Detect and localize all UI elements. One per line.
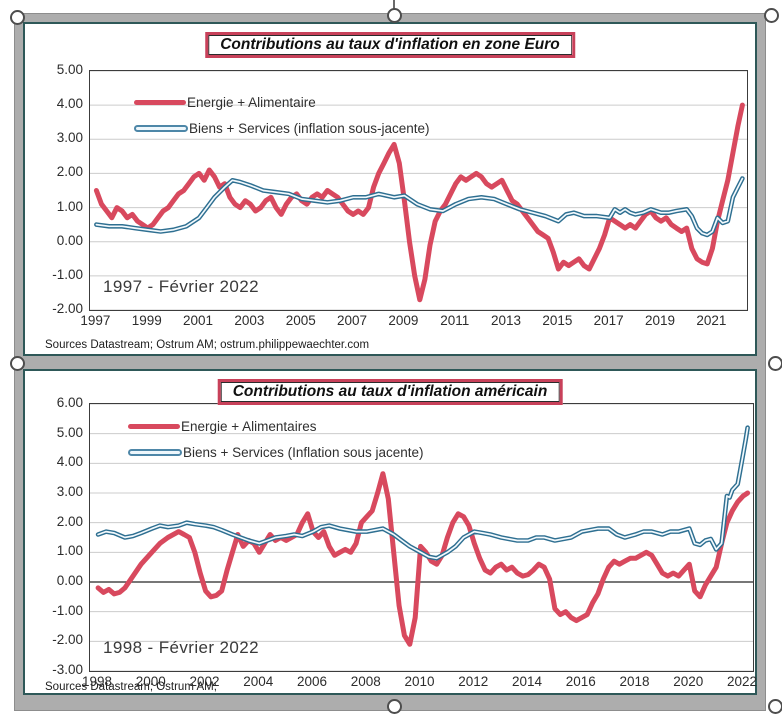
y-axis-tick-label: 1.00 (56, 198, 83, 214)
y-axis-tick-label: -3.00 (52, 662, 83, 677)
selection-handle-bottom-center[interactable] (386, 698, 402, 714)
y-axis-tick-label: -2.00 (52, 301, 83, 316)
picture-selection-frame[interactable]: Contributions au taux d'inflation en zon… (14, 13, 766, 711)
x-axis-tick-label: 2006 (297, 674, 328, 689)
y-axis-tick-label: -2.00 (52, 632, 83, 648)
legend-item-biens-services: Biens + Services (inflation sous-jacente… (134, 117, 430, 139)
legend-label: Biens + Services (inflation sous-jacente… (189, 120, 430, 136)
selection-handle-middle-right[interactable] (767, 355, 782, 371)
y-axis-tick-label: 0.00 (56, 232, 83, 248)
chart-title-us-text: Contributions au taux d'inflation améric… (232, 383, 548, 400)
chart-panel-us[interactable]: Contributions au taux d'inflation améric… (23, 369, 757, 695)
sources-label-euro: Sources Datastream; Ostrum AM; ostrum.ph… (45, 339, 370, 351)
legend-euro: Energie + Alimentaire Biens + Services (… (134, 91, 430, 143)
chart-title-us: Contributions au taux d'inflation améric… (217, 379, 563, 405)
y-axis-tick-label: 2.00 (56, 513, 83, 529)
x-axis-tick-label: 2008 (350, 674, 381, 689)
legend-label: Biens + Services (Inflation sous jacente… (183, 444, 424, 460)
y-axis-tick-label: -1.00 (52, 266, 83, 282)
red-line-swatch-icon (134, 99, 186, 105)
x-axis-tick-label: 2011 (440, 313, 470, 328)
y-axis-tick-label: 5.00 (56, 62, 83, 77)
x-axis-tick-label: 2009 (388, 313, 419, 328)
chart-title-euro-text: Contributions au taux d'inflation en zon… (220, 36, 560, 53)
chart-svg (90, 71, 747, 310)
x-axis-tick-label: 2016 (565, 674, 596, 689)
selection-handle-top-left[interactable] (9, 9, 25, 25)
legend-item-energie: Energie + Alimentaires (128, 415, 424, 437)
x-axis-tick-label: 2001 (183, 313, 214, 328)
chart-panel-euro[interactable]: Contributions au taux d'inflation en zon… (23, 22, 757, 356)
sources-label-us: Sources Datastream; Ostrum AM; (45, 681, 217, 693)
x-axis-tick-label: 2018 (619, 674, 650, 689)
y-axis-tick-label: 6.00 (56, 395, 83, 410)
y-axis-tick-label: 4.00 (56, 96, 83, 112)
x-axis-tick-label: 2021 (696, 313, 727, 328)
period-label-euro: 1997 - Février 2022 (103, 277, 259, 296)
x-axis-tick-label: 2007 (337, 313, 368, 328)
x-axis-tick-label: 2022 (727, 674, 758, 689)
y-axis-tick-label: 0.00 (56, 573, 83, 588)
legend-item-energie: Energie + Alimentaire (134, 91, 430, 113)
x-axis-tick-label: 2017 (593, 313, 624, 328)
x-axis-tick-label: 2020 (673, 674, 704, 689)
x-axis-tick-label: 1999 (131, 313, 162, 328)
x-axis-tick-label: 2004 (243, 674, 274, 689)
x-axis-tick-label: 2000 (135, 674, 166, 689)
plot-area-us: Energie + Alimentaires Biens + Services … (89, 403, 754, 672)
x-axis-tick-label: 2012 (458, 674, 489, 689)
x-axis-tick-label: 1997 (80, 313, 111, 328)
x-axis-tick-label: 2005 (285, 313, 316, 328)
legend-label: Energie + Alimentaire (187, 94, 316, 110)
y-axis-tick-label: -1.00 (52, 602, 83, 618)
rotation-handle-stem (393, 0, 395, 9)
x-axis-tick-label: 2014 (512, 674, 543, 689)
legend-item-biens-services: Biens + Services (Inflation sous jacente… (128, 441, 424, 463)
y-axis-tick-label: 3.00 (56, 484, 83, 499)
blue-line-swatch-icon (128, 448, 182, 456)
period-label-us: 1998 - Février 2022 (103, 638, 259, 657)
y-axis-tick-label: 3.00 (56, 130, 83, 146)
x-axis-tick-label: 2002 (189, 674, 220, 689)
x-axis-tick-label: 2015 (542, 313, 573, 328)
chart-title-euro: Contributions au taux d'inflation en zon… (205, 32, 575, 58)
selection-handle-bottom-right[interactable] (767, 698, 782, 714)
x-axis-tick-label: 2010 (404, 674, 435, 689)
plot-area-euro: Energie + Alimentaire Biens + Services (… (89, 70, 748, 311)
y-axis-tick-label: 4.00 (56, 454, 83, 470)
x-axis-tick-label: 1998 (82, 674, 113, 689)
x-axis-tick-label: 2003 (234, 313, 265, 328)
x-axis-tick-label: 2013 (491, 313, 522, 328)
legend-us: Energie + Alimentaires Biens + Services … (128, 415, 424, 467)
y-axis-tick-label: 1.00 (56, 543, 83, 559)
y-axis-tick-label: 2.00 (56, 164, 83, 180)
legend-label: Energie + Alimentaires (181, 418, 317, 434)
selection-handle-middle-left[interactable] (9, 355, 25, 371)
chart-svg (90, 404, 753, 671)
y-axis-tick-label: 5.00 (56, 424, 83, 440)
red-line-swatch-icon (128, 423, 180, 429)
selection-handle-top-right[interactable] (763, 7, 779, 23)
x-axis-tick-label: 2019 (644, 313, 676, 328)
blue-line-swatch-icon (134, 124, 188, 132)
selection-handle-top-center[interactable] (386, 8, 402, 23)
